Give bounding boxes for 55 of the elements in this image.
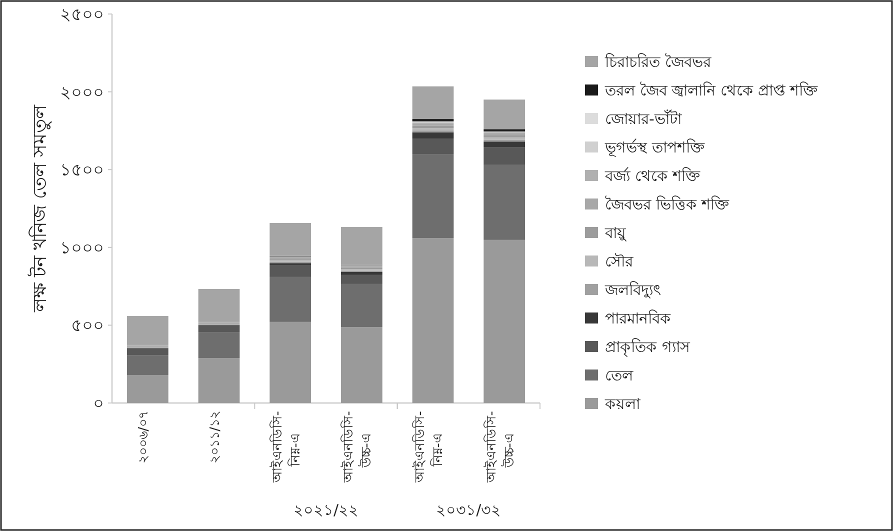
- legend-label: সৌর: [605, 252, 634, 270]
- bar: [198, 288, 240, 322]
- x-tick-label: ২০১১/১২: [208, 411, 223, 464]
- bar: [126, 374, 168, 403]
- x-tick-label: আইএনডিসি- নিম্ন-এ: [412, 410, 446, 484]
- y-tick-label: ১৫০০: [60, 160, 104, 181]
- bar: [126, 355, 168, 375]
- legend-label: বায়ু: [604, 224, 627, 242]
- legend-label: জোয়ার-ভাঁটা: [605, 110, 682, 128]
- bar: [340, 272, 382, 275]
- bar: [484, 142, 526, 148]
- legend-label: ভূগর্ভস্থ তাপশক্তি: [604, 138, 705, 158]
- bar: [126, 348, 168, 356]
- bar: [484, 147, 526, 165]
- legend-label: জলবিদ্যুৎ: [604, 281, 661, 299]
- legend-label: পারমানবিক: [605, 310, 671, 328]
- bar: [270, 322, 312, 403]
- x-tick-label: আইএনডিসি- নিম্ন-এ: [269, 410, 304, 484]
- legend-label: বর্জ্য থেকে শক্তি: [604, 167, 701, 185]
- y-tick-label: ২৫০০: [60, 5, 104, 25]
- bar: [270, 276, 312, 322]
- bar: [340, 284, 382, 328]
- legend-label: কয়লা: [604, 395, 641, 413]
- y-tick-label: ১০০০: [60, 238, 104, 258]
- legend-label: প্রাকৃতিক গ্যাস: [605, 338, 691, 357]
- text: ২০২১/২২: [293, 501, 359, 519]
- bar: [412, 154, 454, 238]
- legend-label: তেল: [605, 366, 634, 384]
- x-tick-label: আইএনডিসি- উচ্চ-এ: [483, 410, 518, 484]
- legend-label: চিরাচরিত জৈবভর: [604, 53, 712, 71]
- y-tick-label: ২০০০: [60, 82, 104, 103]
- bar: [412, 138, 454, 154]
- bar: [340, 274, 382, 284]
- bar: [484, 240, 526, 403]
- bar: [198, 325, 240, 332]
- y-axis-title: লক্ষ টন খনিজ তেল সমতুল: [28, 104, 52, 314]
- bar: [198, 332, 240, 358]
- bar: [412, 86, 454, 120]
- bar: [484, 100, 526, 130]
- y-tick-label: ৫০০: [71, 316, 104, 336]
- y-tick-label: ০: [93, 394, 104, 414]
- legend-label: জৈবভর ভিত্তিক শক্তি: [605, 196, 730, 214]
- bar: [198, 358, 240, 403]
- bar: [126, 316, 168, 345]
- bar: [340, 227, 382, 265]
- bar: [484, 164, 526, 240]
- text: ২০৩১/৩২: [436, 501, 502, 519]
- bar: [412, 238, 454, 403]
- bar: [412, 132, 454, 138]
- x-tick-label: ২০০৬/০৭: [136, 411, 152, 464]
- legend-label: তরল জৈব জ্বালানি থেকে প্রাপ্ত শক্তি: [604, 82, 818, 100]
- bar: [340, 327, 382, 403]
- bar: [270, 264, 312, 277]
- x-tick-label: আইএনডিসি- উচ্চ-এ: [340, 410, 375, 484]
- bar: [270, 222, 312, 256]
